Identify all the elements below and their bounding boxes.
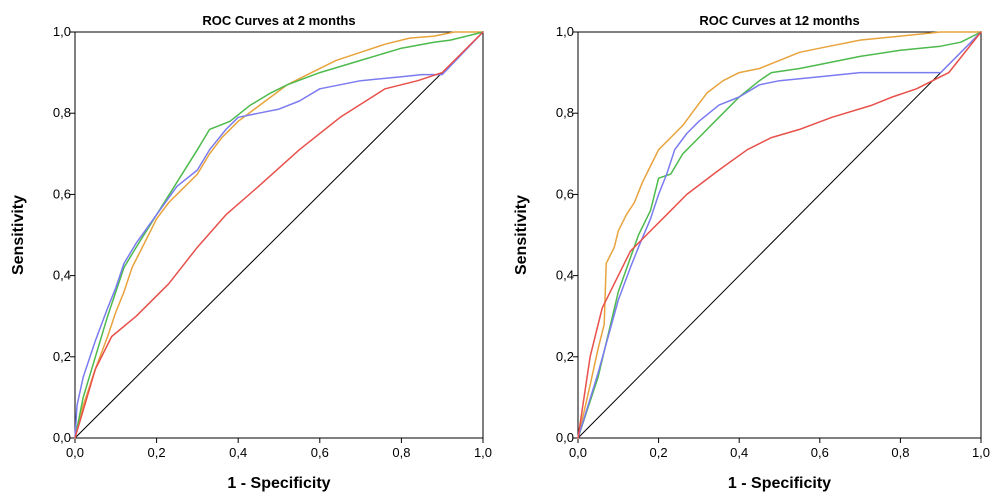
- y-tick-label: 1,0: [53, 24, 71, 39]
- roc-chart-2: ROC Curves at 12 months 0,0 0,2 0,4 0,6 0,8 1,…: [513, 13, 990, 492]
- roc-curve-series-1: [74, 31, 484, 439]
- y-tick-label: 0,4: [556, 268, 574, 283]
- y-tick-label: 0,0: [556, 430, 574, 445]
- x-tick-label: 0,2: [148, 445, 166, 460]
- roc-curve-series-3: [577, 31, 982, 439]
- roc-curve-series-4: [74, 31, 484, 439]
- x-tick-label: 1,0: [972, 445, 990, 460]
- chart-title: ROC Curves at 12 months: [699, 13, 859, 28]
- roc-curve-series-2: [577, 31, 982, 439]
- y-tick-label: 0,8: [53, 105, 71, 120]
- y-tick-label: 0,6: [53, 186, 71, 201]
- chart-title: ROC Curves at 2 months: [202, 13, 355, 28]
- roc-chart-1: ROC Curves at 2 months 0,0 0,2 0,4 0,6 0,8 1,0…: [10, 13, 492, 492]
- reference-diagonal-line: [74, 31, 484, 439]
- y-tick-label: 0,0: [53, 430, 71, 445]
- x-axis-label: 1 - Specificity: [227, 475, 330, 492]
- x-tick-label: 0,0: [66, 445, 84, 460]
- roc-curve-series-2: [74, 31, 484, 439]
- x-tick-label: 0,8: [891, 445, 909, 460]
- x-tick-label: 0,0: [569, 445, 587, 460]
- plot-frame: [74, 31, 484, 439]
- y-tick-label: 0,8: [556, 105, 574, 120]
- x-axis-label: 1 - Specificity: [728, 475, 831, 492]
- y-tick-label: 1,0: [556, 24, 574, 39]
- y-tick-label: 0,2: [556, 349, 574, 364]
- x-tick-label: 1,0: [474, 445, 492, 460]
- x-tick-label: 0,4: [229, 445, 247, 460]
- x-tick-label: 0,2: [650, 445, 668, 460]
- reference-diagonal-line: [577, 31, 982, 439]
- y-axis-label: Sensitivity: [10, 195, 27, 275]
- roc-curve-series-4: [577, 31, 982, 439]
- x-tick-label: 0,6: [311, 445, 329, 460]
- y-tick-label: 0,6: [556, 186, 574, 201]
- roc-curve-series-1: [577, 31, 982, 439]
- y-tick-label: 0,2: [53, 349, 71, 364]
- y-axis-label: Sensitivity: [513, 195, 530, 275]
- x-tick-label: 0,6: [811, 445, 829, 460]
- y-tick-label: 0,4: [53, 268, 71, 283]
- plot-frame: [577, 31, 982, 439]
- x-tick-label: 0,4: [730, 445, 748, 460]
- roc-curve-series-3: [74, 31, 484, 439]
- x-tick-label: 0,8: [392, 445, 410, 460]
